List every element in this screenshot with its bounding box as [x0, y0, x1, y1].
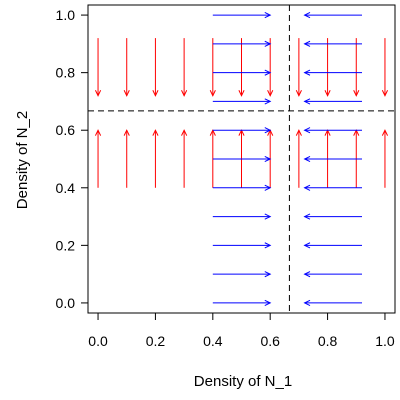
x-tick-label: 0.4 — [203, 333, 223, 349]
n1-arrow-right — [212, 299, 272, 306]
n2-arrow-down — [353, 38, 360, 97]
n2-arrow-up — [152, 129, 159, 188]
n2-arrow-down — [209, 38, 216, 97]
n1-arrow-right — [212, 98, 272, 105]
n1-arrow-left — [303, 271, 363, 278]
x-axis-title: Density of N_1 — [194, 373, 292, 390]
n2-arrow-down — [238, 38, 245, 97]
n2-arrow-down — [123, 38, 130, 97]
x-tick-label: 0.0 — [88, 333, 108, 349]
n1-arrow-right — [212, 155, 272, 163]
n1-arrow-right — [212, 184, 272, 191]
y-tick-label: 1.0 — [56, 7, 76, 23]
y-axis-title: Density of N_2 — [14, 111, 31, 209]
plot-frame — [87, 4, 396, 314]
n1-arrow-left — [303, 299, 363, 306]
n2-arrow-up — [94, 129, 102, 188]
n1-arrow-right — [212, 271, 272, 278]
n2-arrow-down — [295, 38, 302, 97]
y-tick-label: 0.0 — [56, 295, 76, 311]
x-axis: 0.0 0.2 0.4 0.6 0.8 1.0 — [88, 313, 395, 349]
y-tick-label: 0.6 — [56, 122, 76, 138]
n1-arrow-right — [212, 69, 272, 76]
n2-arrow-down — [152, 38, 159, 97]
n2-arrow-up — [123, 129, 130, 188]
n2-arrow-down — [181, 38, 188, 97]
n1-arrow-left — [303, 213, 363, 220]
x-tick-label: 1.0 — [375, 333, 395, 349]
n2-arrow-down — [381, 38, 389, 97]
n1-arrow-right — [212, 12, 272, 19]
y-tick-label: 0.8 — [56, 65, 76, 81]
threshold-lines — [88, 5, 395, 313]
n1-arrow-left — [303, 12, 363, 19]
n1-arrow-left — [303, 155, 363, 163]
n1-arrow-right — [212, 127, 272, 134]
x-tick-label: 0.2 — [146, 333, 166, 349]
x-tick-label: 0.6 — [260, 333, 280, 349]
n1-arrow-right — [212, 40, 272, 47]
n1-arrow-left — [303, 242, 363, 249]
n2-arrow-up — [181, 129, 188, 188]
y-tick-label: 0.4 — [56, 180, 76, 196]
n1-arrow-left — [303, 184, 363, 191]
n1-arrow-left — [303, 40, 363, 47]
n2-arrow-up — [381, 129, 389, 188]
n1-arrow-left — [303, 127, 363, 134]
n1-arrow-left — [303, 98, 363, 105]
n2-arrow-down — [267, 38, 274, 97]
n1-arrow-group — [212, 12, 363, 306]
n2-arrow-group — [94, 38, 389, 188]
n2-arrow-up — [295, 129, 302, 188]
n1-arrow-right — [212, 242, 272, 249]
n1-arrow-left — [303, 69, 363, 76]
y-axis: 0.0 0.2 0.4 0.6 0.8 1.0 — [56, 7, 88, 311]
n1-arrow-right — [212, 213, 272, 220]
x-tick-label: 0.8 — [318, 333, 338, 349]
y-tick-label: 0.2 — [56, 237, 76, 253]
n2-arrow-down — [94, 38, 102, 97]
n2-arrow-down — [324, 38, 331, 97]
